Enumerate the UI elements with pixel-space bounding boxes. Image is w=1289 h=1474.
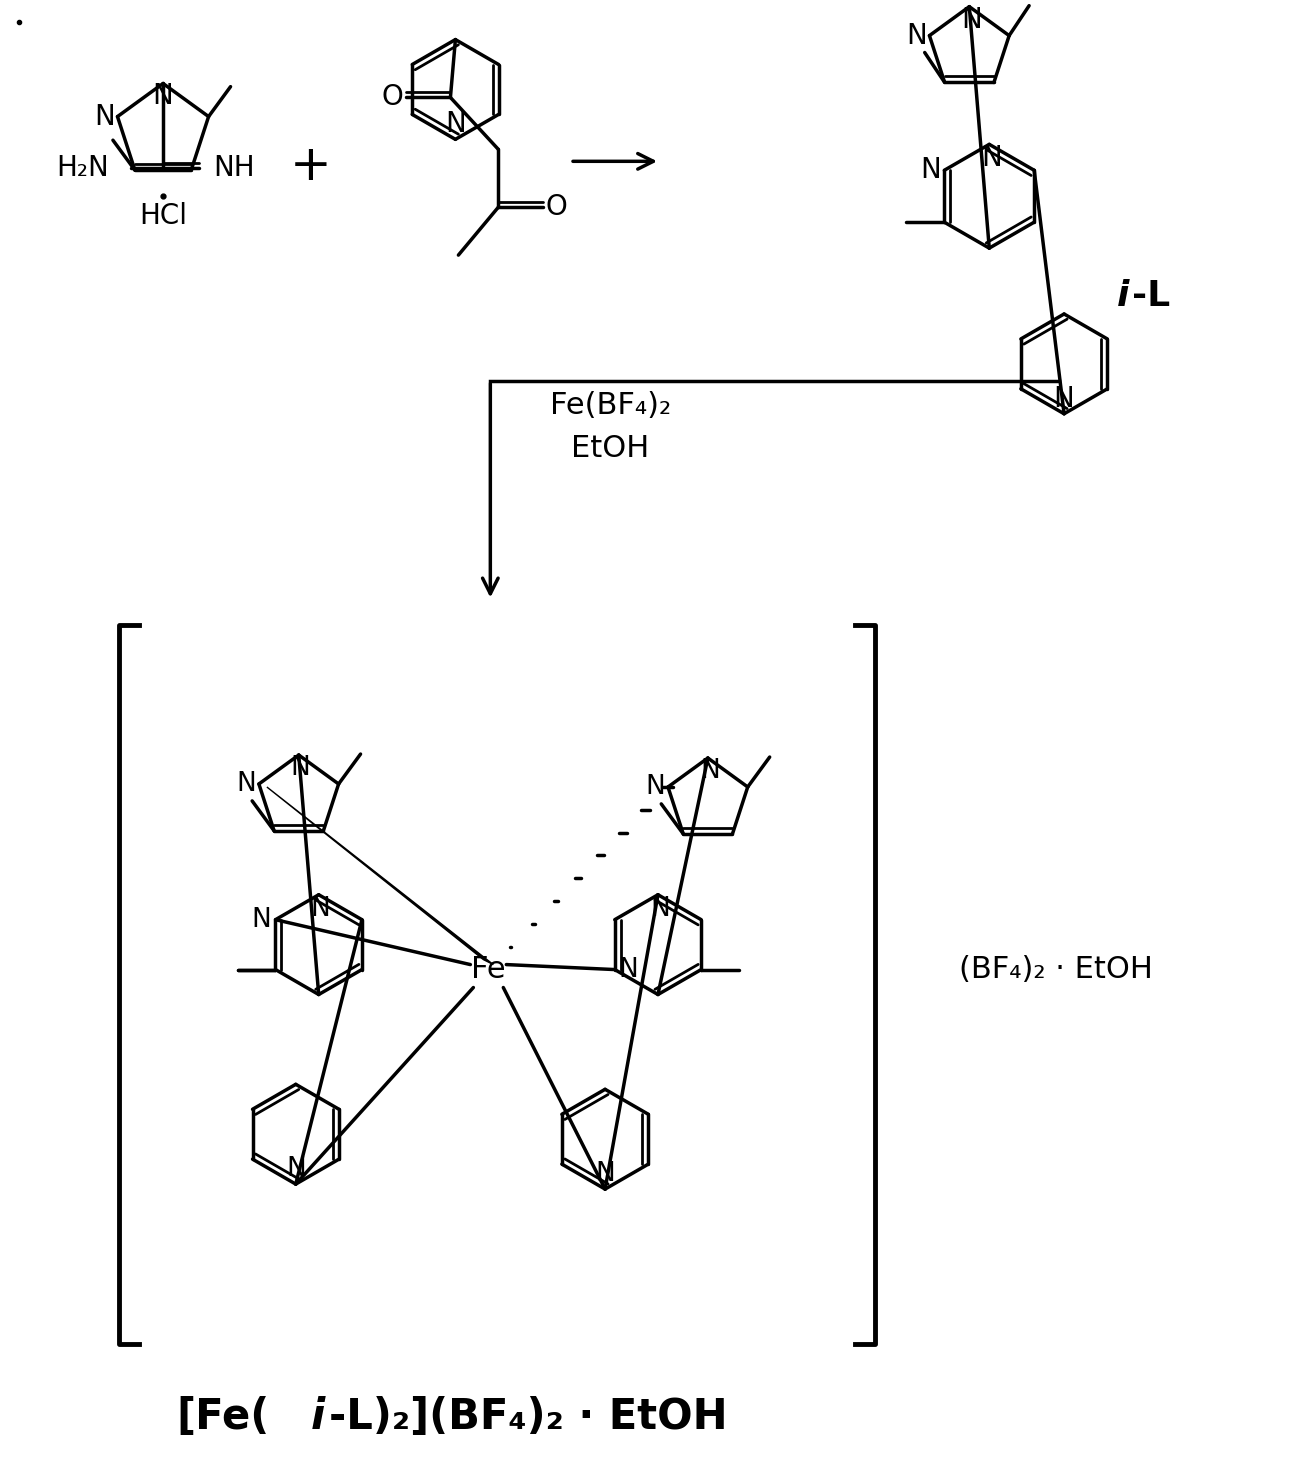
Text: N: N (596, 1162, 615, 1187)
Text: N: N (650, 896, 670, 921)
Text: H₂N: H₂N (57, 155, 110, 183)
Text: N: N (291, 755, 311, 781)
Text: N: N (152, 83, 174, 111)
Text: -L: -L (1132, 279, 1170, 312)
Text: N: N (920, 156, 941, 184)
Text: Fe: Fe (470, 955, 505, 985)
Text: N: N (646, 774, 665, 800)
Text: N: N (1053, 385, 1075, 413)
Text: i: i (311, 1396, 325, 1437)
Text: N: N (286, 1156, 305, 1182)
Polygon shape (267, 787, 494, 964)
Text: EtOH: EtOH (571, 435, 650, 463)
Text: N: N (906, 22, 927, 50)
Text: O: O (545, 193, 567, 221)
Text: N: N (311, 896, 330, 921)
Text: -L)₂](BF₄)₂ · EtOH: -L)₂](BF₄)₂ · EtOH (329, 1396, 727, 1437)
Text: N: N (619, 957, 638, 983)
Text: NH: NH (213, 155, 254, 183)
Text: HCl: HCl (139, 202, 187, 230)
Text: N: N (700, 758, 719, 784)
Text: N: N (445, 111, 465, 139)
Text: [Fe(: [Fe( (177, 1396, 269, 1437)
Text: +: + (290, 143, 331, 190)
Text: (BF₄)₂ · EtOH: (BF₄)₂ · EtOH (959, 955, 1154, 985)
Text: N: N (981, 144, 1002, 172)
Text: O: O (382, 84, 403, 112)
Text: N: N (960, 6, 982, 34)
Text: N: N (236, 771, 255, 797)
Text: N: N (251, 907, 272, 933)
Text: Fe(BF₄)₂: Fe(BF₄)₂ (549, 391, 670, 420)
Text: i: i (1118, 279, 1129, 312)
Text: N: N (94, 103, 115, 131)
